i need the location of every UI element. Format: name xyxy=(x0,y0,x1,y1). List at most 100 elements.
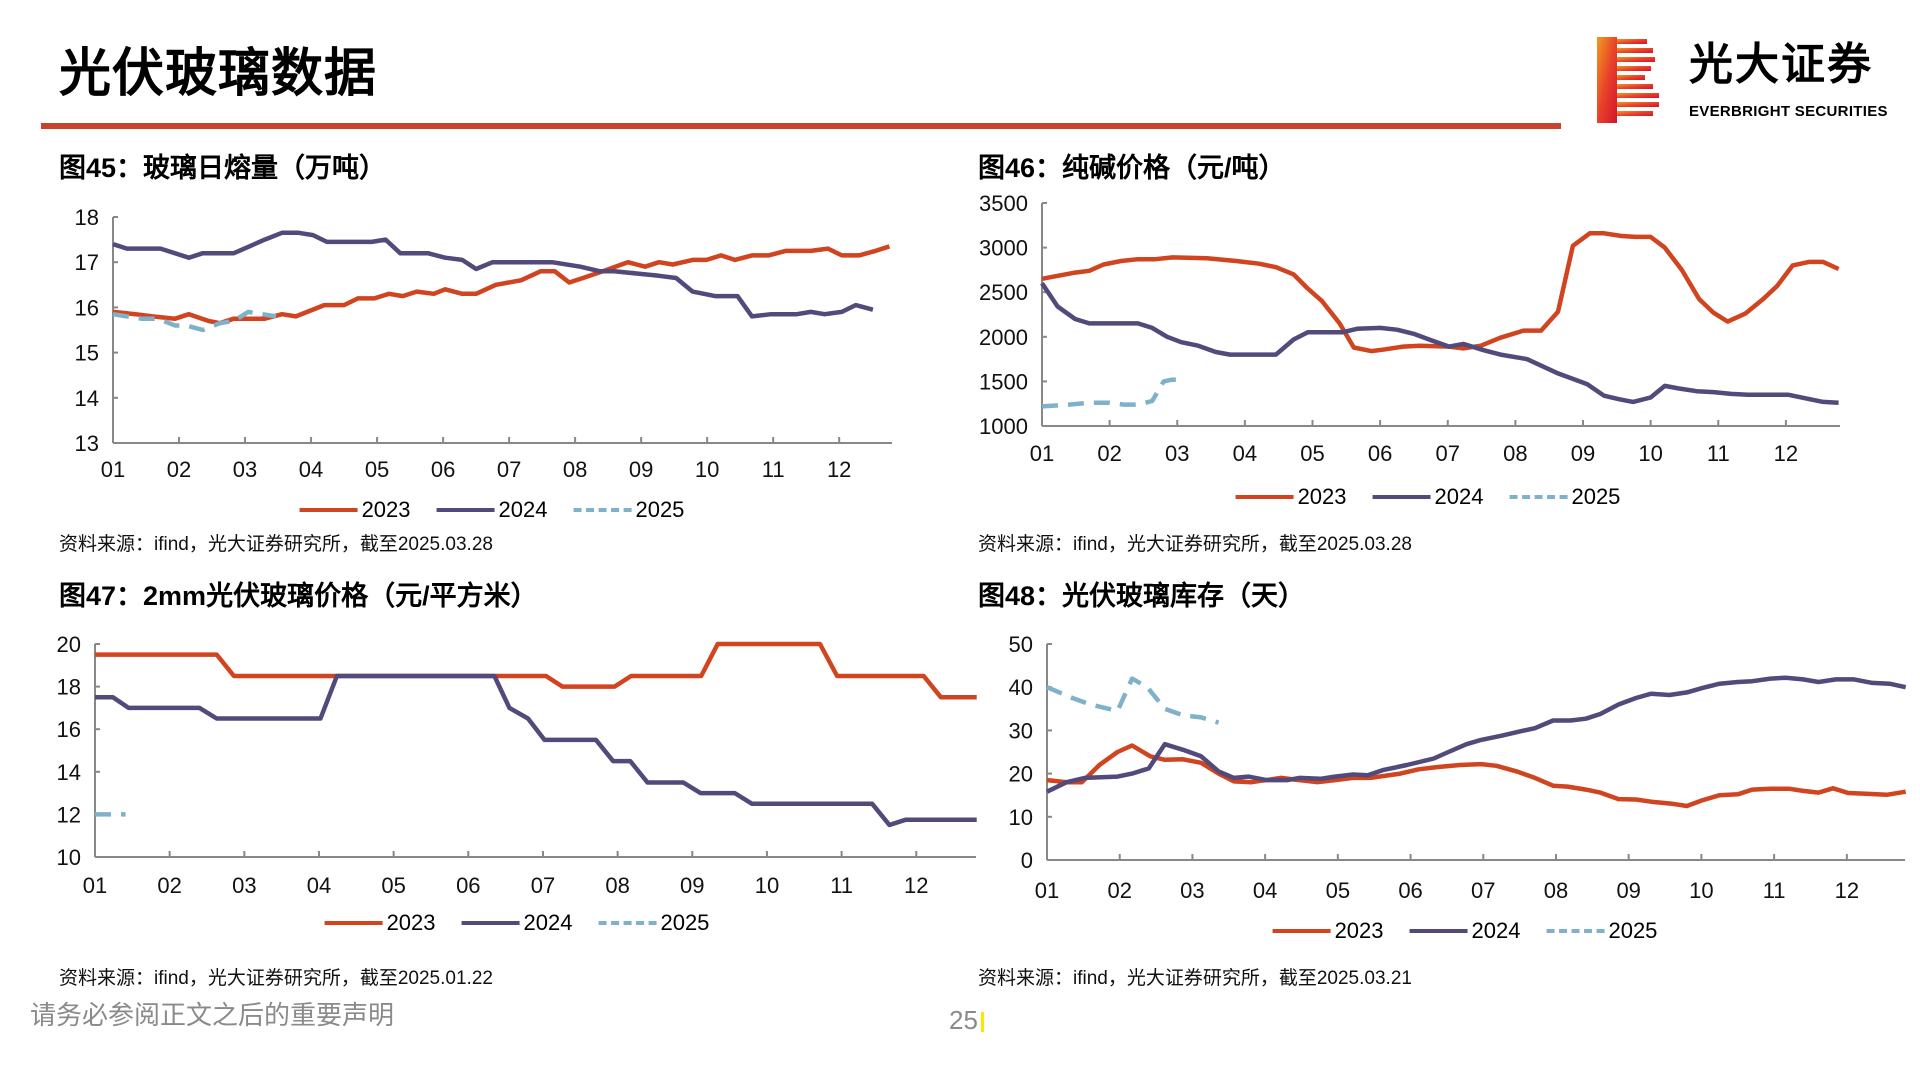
legend-label: 2024 xyxy=(498,497,548,522)
legend-label: 2025 xyxy=(1608,918,1658,943)
y-tick-label: 18 xyxy=(57,675,81,700)
x-tick-label: 04 xyxy=(1233,441,1257,466)
x-tick-label: 05 xyxy=(1300,441,1324,466)
x-tick-label: 06 xyxy=(456,873,480,898)
y-tick-label: 16 xyxy=(57,717,81,742)
chart-48-title: 图48：光伏玻璃库存（天） xyxy=(978,581,1306,611)
chart-45-source: 资料来源：ifind，光大证券研究所，截至2025.03.28 xyxy=(59,534,493,555)
x-tick-label: 09 xyxy=(629,457,653,482)
y-tick-label: 14 xyxy=(75,386,99,411)
legend-label: 2024 xyxy=(523,910,573,935)
series-line-2025 xyxy=(1046,676,1220,725)
x-tick-label: 12 xyxy=(904,873,928,898)
y-tick-label: 20 xyxy=(1009,762,1033,787)
legend-swatch-2024 xyxy=(1372,494,1431,499)
x-tick-label: 06 xyxy=(1368,441,1392,466)
y-tick-label: 1000 xyxy=(979,414,1028,439)
y-tick-label: 2000 xyxy=(979,325,1028,350)
legend-label: 2023 xyxy=(1334,918,1384,943)
y-tick-label: 13 xyxy=(75,431,99,456)
x-tick-label: 05 xyxy=(381,873,405,898)
legend-swatch-2023 xyxy=(1272,928,1331,933)
series-line-2024 xyxy=(112,230,874,319)
x-tick-label: 05 xyxy=(365,457,389,482)
x-tick-label: 07 xyxy=(531,873,555,898)
legend-item-2024: 2024 xyxy=(1409,918,1520,943)
y-tick-label: 17 xyxy=(75,250,99,275)
legend-label: 2025 xyxy=(660,910,710,935)
x-tick-label: 07 xyxy=(1436,441,1460,466)
x-tick-label: 02 xyxy=(1107,878,1131,903)
x-tick-label: 05 xyxy=(1326,878,1350,903)
y-tick-label: 18 xyxy=(75,205,99,230)
x-tick-label: 04 xyxy=(299,457,323,482)
x-tick-label: 04 xyxy=(307,873,331,898)
legend-label: 2023 xyxy=(386,910,436,935)
chart-46-legend: 2023 2024 2025 xyxy=(1235,484,1620,509)
x-tick-label: 08 xyxy=(563,457,587,482)
legend-item-2024: 2024 xyxy=(461,910,573,935)
legend-item-2024: 2024 xyxy=(1372,484,1483,509)
y-tick-label: 40 xyxy=(1009,675,1033,700)
x-tick-label: 09 xyxy=(1616,878,1640,903)
legend-item-2023: 2023 xyxy=(1272,918,1384,943)
x-tick-label: 02 xyxy=(1097,441,1121,466)
series-line-2024 xyxy=(1040,282,1839,406)
legend-swatch-2024 xyxy=(436,507,495,512)
chart-45-title: 图45：玻璃日熔量（万吨） xyxy=(59,153,387,183)
y-tick-label: 30 xyxy=(1009,718,1033,743)
y-tick-label: 0 xyxy=(1021,848,1033,873)
x-tick-label: 07 xyxy=(497,457,521,482)
legend-item-2023: 2023 xyxy=(299,497,411,522)
series-line-2023 xyxy=(1046,743,1907,809)
chart-48-legend: 2023 2024 2025 xyxy=(1272,918,1658,943)
series-line-2025 xyxy=(112,309,277,333)
x-tick-label: 07 xyxy=(1471,878,1495,903)
y-tick-label: 20 xyxy=(57,632,81,657)
x-tick-label: 04 xyxy=(1253,878,1277,903)
chart-46-source: 资料来源：ifind，光大证券研究所，截至2025.03.28 xyxy=(978,534,1412,555)
legend-item-2023: 2023 xyxy=(324,910,436,935)
x-tick-label: 01 xyxy=(1030,441,1054,466)
legend-swatch-2023 xyxy=(324,920,383,925)
legend-item-2025: 2025 xyxy=(573,497,684,522)
chart-48-source: 资料来源：ifind，光大证券研究所，截至2025.03.21 xyxy=(978,968,1412,989)
x-tick-label: 02 xyxy=(157,873,181,898)
x-tick-label: 11 xyxy=(762,457,785,482)
chart-47-title: 图47：2mm光伏玻璃价格（元/平方米） xyxy=(59,581,538,611)
legend-item-2025: 2025 xyxy=(1509,484,1620,509)
legend-item-2024: 2024 xyxy=(436,497,548,522)
legend-swatch-2025 xyxy=(598,920,657,925)
logo-english-name: EVERBRIGHT SECURITIES xyxy=(1689,103,1888,120)
legend-label: 2025 xyxy=(635,497,685,522)
x-tick-label: 11 xyxy=(1707,441,1730,466)
x-tick-label: 03 xyxy=(233,457,257,482)
y-tick-label: 50 xyxy=(1009,632,1033,657)
series-line-2023 xyxy=(95,641,977,700)
legend-swatch-2025 xyxy=(1509,494,1568,499)
x-tick-label: 10 xyxy=(1689,878,1713,903)
series-line-2025 xyxy=(1041,377,1185,409)
legend-swatch-2023 xyxy=(1235,494,1294,499)
legend-swatch-2025 xyxy=(573,507,632,512)
y-tick-label: 10 xyxy=(57,845,81,870)
x-tick-label: 11 xyxy=(830,873,853,898)
x-tick-label: 02 xyxy=(167,457,191,482)
y-tick-label: 1500 xyxy=(979,369,1028,394)
series-line-2024 xyxy=(1046,675,1907,794)
legend-item-2023: 2023 xyxy=(1235,484,1347,509)
legend-label: 2023 xyxy=(1297,484,1347,509)
y-tick-label: 16 xyxy=(75,295,99,320)
x-tick-label: 08 xyxy=(1503,441,1527,466)
x-tick-label: 10 xyxy=(755,873,779,898)
footer-disclaimer: 请务必参阅正文之后的重要声明 xyxy=(30,1000,395,1030)
x-tick-label: 10 xyxy=(1638,441,1662,466)
legend-swatch-2024 xyxy=(1409,928,1468,933)
x-tick-label: 11 xyxy=(1763,878,1786,903)
y-tick-label: 3500 xyxy=(979,191,1028,216)
page-title: 光伏玻璃数据 xyxy=(59,45,378,103)
legend-label: 2023 xyxy=(361,497,411,522)
series-line-2023 xyxy=(112,244,891,326)
chart-47-source: 资料来源：ifind，光大证券研究所，截至2025.01.22 xyxy=(59,968,493,989)
